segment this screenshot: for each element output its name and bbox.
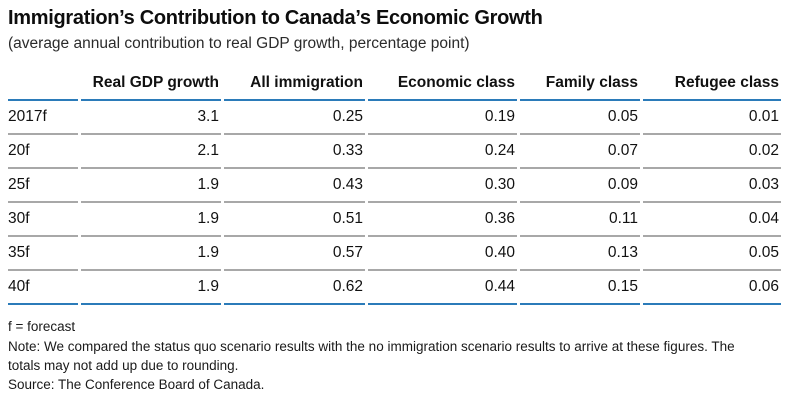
- cell-2017f-refugee-class: 0.01: [643, 101, 781, 136]
- cell-2017f-economic-class: 0.19: [368, 101, 517, 136]
- cell-35f-economic-class: 0.40: [368, 237, 517, 272]
- cell-40f-real-gdp-growth: 1.9: [81, 271, 221, 306]
- table-header-row: Real GDP growth All immigration Economic c…: [8, 74, 781, 102]
- corner-cell: [8, 74, 78, 102]
- cell-40f-family-class: 0.15: [520, 271, 640, 306]
- cell-25f-refugee-class: 0.03: [643, 169, 781, 204]
- table-row-35f: 35f 1.9 0.57 0.40 0.13 0.05: [8, 237, 781, 272]
- page-title: Immigration’s Contribution to Canada’s E…: [8, 7, 543, 29]
- footnotes: f = forecast Note: We compared the statu…: [8, 317, 785, 394]
- table-row-2017f: 2017f 3.1 0.25 0.19 0.05 0.01: [8, 101, 781, 136]
- cell-2017f-family-class: 0.05: [520, 101, 640, 136]
- row-label-20f: 20f: [8, 135, 78, 170]
- column-header-all-immigration: All immigration: [224, 74, 365, 102]
- cell-35f-real-gdp-growth: 1.9: [81, 237, 221, 272]
- methodology-note: Note: We compared the status quo scenari…: [8, 338, 735, 373]
- cell-30f-refugee-class: 0.04: [643, 203, 781, 238]
- page-subtitle: (average annual contribution to real GDP…: [8, 35, 470, 52]
- forecast-note: f = forecast: [8, 319, 76, 335]
- column-header-refugee-class: Refugee class: [643, 74, 781, 102]
- cell-30f-real-gdp-growth: 1.9: [81, 203, 221, 238]
- table-body: 2017f 3.1 0.25 0.19 0.05 0.01 20f 2.1 0.33 0.24 0.…: [8, 101, 781, 306]
- column-header-real-gdp-growth: Real GDP growth: [81, 74, 221, 102]
- row-label-30f: 30f: [8, 203, 78, 238]
- cell-25f-real-gdp-growth: 1.9: [81, 169, 221, 204]
- cell-25f-all-immigration: 0.43: [224, 169, 365, 204]
- data-table: Real GDP growth All immigration Economic c…: [5, 74, 784, 306]
- cell-20f-refugee-class: 0.02: [643, 135, 781, 170]
- cell-40f-all-immigration: 0.62: [224, 271, 365, 306]
- cell-40f-economic-class: 0.44: [368, 271, 517, 306]
- cell-30f-economic-class: 0.36: [368, 203, 517, 238]
- table-row-30f: 30f 1.9 0.51 0.36 0.11 0.04: [8, 203, 781, 238]
- table-row-20f: 20f 2.1 0.33 0.24 0.07 0.02: [8, 135, 781, 170]
- cell-25f-family-class: 0.09: [520, 169, 640, 204]
- cell-30f-family-class: 0.11: [520, 203, 640, 238]
- table-row-25f: 25f 1.9 0.43 0.30 0.09 0.03: [8, 169, 781, 204]
- cell-25f-economic-class: 0.30: [368, 169, 517, 204]
- cell-2017f-real-gdp-growth: 3.1: [81, 101, 221, 136]
- cell-30f-all-immigration: 0.51: [224, 203, 365, 238]
- cell-20f-real-gdp-growth: 2.1: [81, 135, 221, 170]
- cell-35f-refugee-class: 0.05: [643, 237, 781, 272]
- cell-35f-all-immigration: 0.57: [224, 237, 365, 272]
- cell-40f-refugee-class: 0.06: [643, 271, 781, 306]
- row-label-2017f: 2017f: [8, 101, 78, 136]
- cell-20f-economic-class: 0.24: [368, 135, 517, 170]
- table-header: Real GDP growth All immigration Economic c…: [8, 74, 781, 102]
- column-header-family-class: Family class: [520, 74, 640, 102]
- row-label-25f: 25f: [8, 169, 78, 204]
- source-note: Source: The Conference Board of Canada.: [8, 376, 265, 392]
- cell-20f-all-immigration: 0.33: [224, 135, 365, 170]
- cell-20f-family-class: 0.07: [520, 135, 640, 170]
- column-header-economic-class: Economic class: [368, 74, 517, 102]
- row-label-35f: 35f: [8, 237, 78, 272]
- cell-35f-family-class: 0.13: [520, 237, 640, 272]
- row-label-40f: 40f: [8, 271, 78, 306]
- cell-2017f-all-immigration: 0.25: [224, 101, 365, 136]
- table-row-40f: 40f 1.9 0.62 0.44 0.15 0.06: [8, 271, 781, 306]
